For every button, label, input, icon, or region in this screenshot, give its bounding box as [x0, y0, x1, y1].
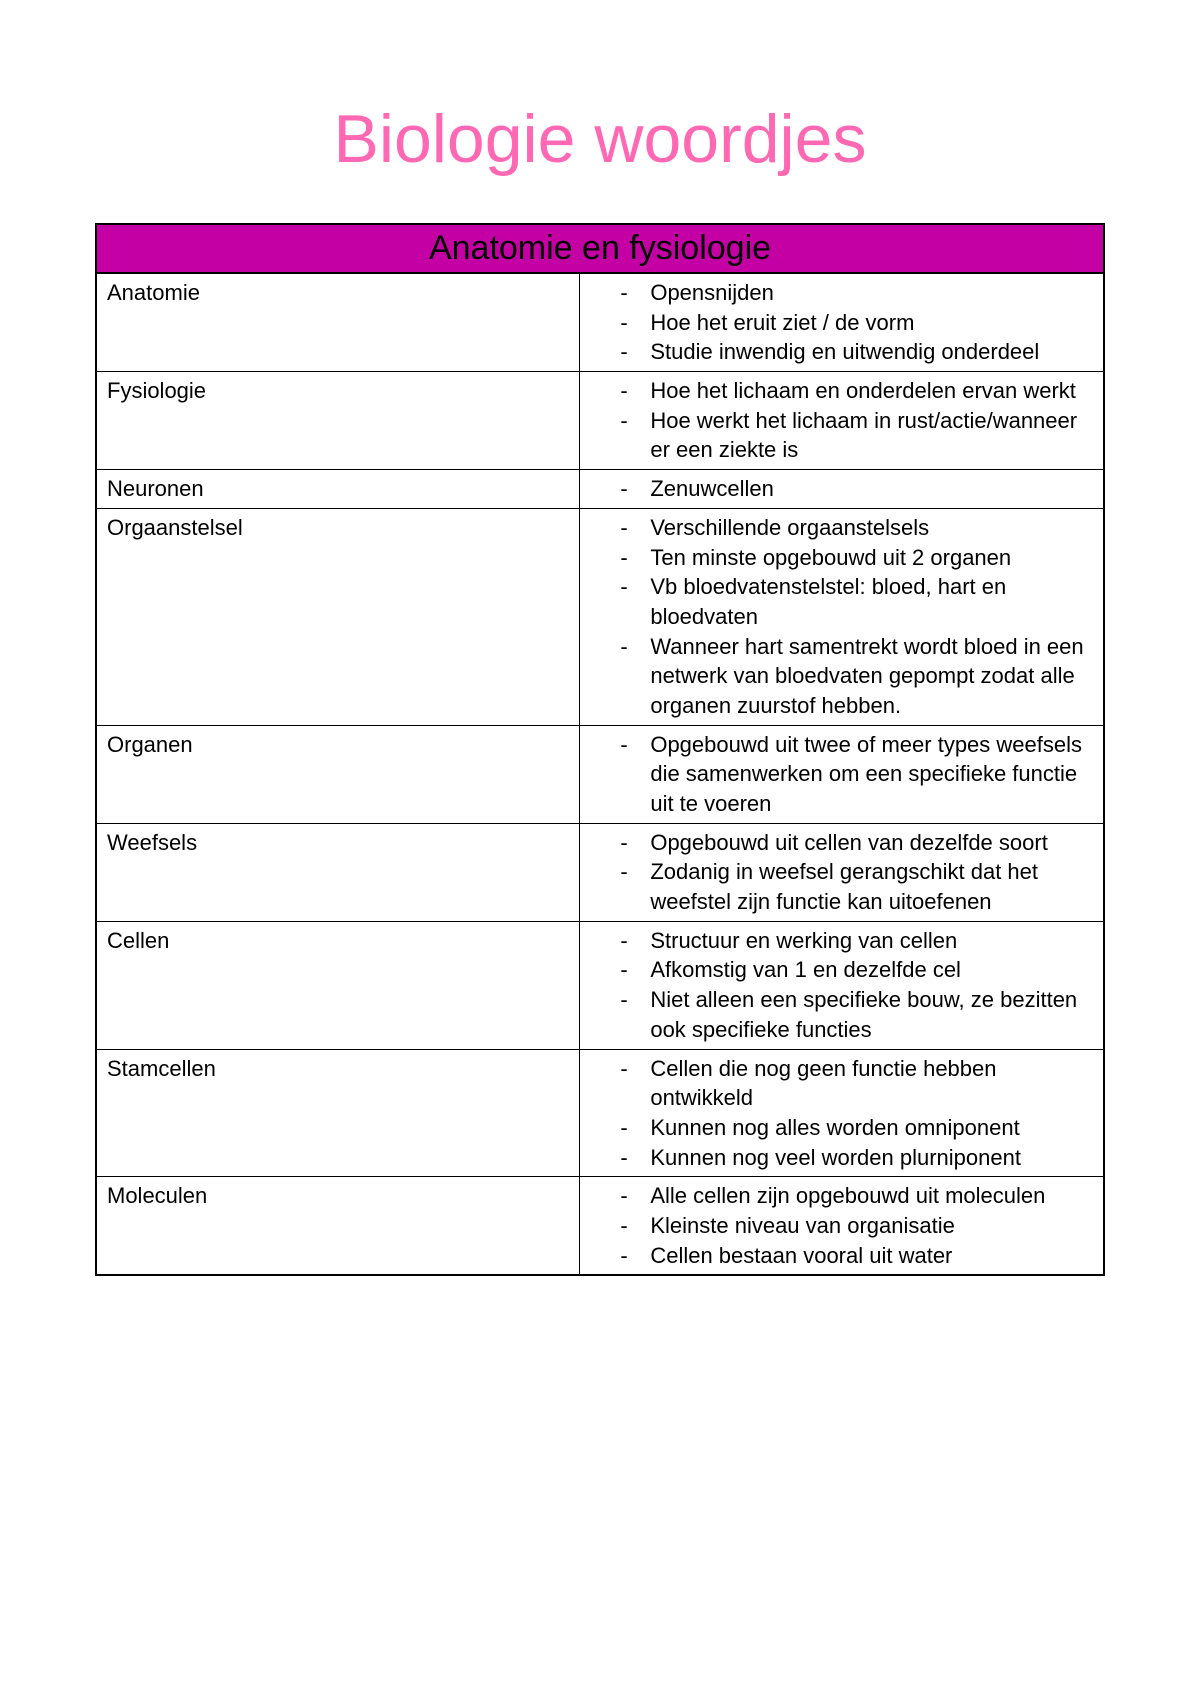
definition-item: Structuur en werking van cellen: [620, 926, 1093, 956]
definition-cell: Hoe het lichaam en onderdelen ervan werk…: [580, 372, 1104, 470]
definition-item: Kunnen nog veel worden plurniponent: [620, 1143, 1093, 1173]
definition-item: Verschillende orgaanstelsels: [620, 513, 1093, 543]
definition-list: OpensnijdenHoe het eruit ziet / de vormS…: [580, 278, 1093, 367]
definition-item: Wanneer hart samentrekt wordt bloed in e…: [620, 632, 1093, 721]
definition-cell: Opgebouwd uit cellen van dezelfde soortZ…: [580, 823, 1104, 921]
definition-list: Zenuwcellen: [580, 474, 1093, 504]
table-row: Organen Opgebouwd uit twee of meer types …: [96, 725, 1104, 823]
definition-item: Afkomstig van 1 en dezelfde cel: [620, 955, 1093, 985]
definition-cell: Structuur en werking van cellenAfkomstig…: [580, 921, 1104, 1049]
table-row: MoleculenAlle cellen zijn opgebouwd uit …: [96, 1177, 1104, 1276]
definition-item: Niet alleen een specifieke bouw, ze bezi…: [620, 985, 1093, 1044]
definition-item: Hoe het lichaam en onderdelen ervan werk…: [620, 376, 1093, 406]
definition-item: Cellen die nog geen functie hebben ontwi…: [620, 1054, 1093, 1113]
term-cell: Weefsels: [96, 823, 580, 921]
definition-cell: Zenuwcellen: [580, 470, 1104, 509]
term-cell: Organen: [96, 725, 580, 823]
definition-item: Kleinste niveau van organisatie: [620, 1211, 1093, 1241]
page-title: Biologie woordjes: [95, 100, 1105, 178]
table-body: AnatomieOpensnijdenHoe het eruit ziet / …: [96, 273, 1104, 1275]
table-row: Fysiologie Hoe het lichaam en onderdelen …: [96, 372, 1104, 470]
term-cell: Orgaanstelsel: [96, 508, 580, 725]
definition-item: Opgebouwd uit cellen van dezelfde soort: [620, 828, 1093, 858]
table-row: CellenStructuur en werking van cellenAfk…: [96, 921, 1104, 1049]
term-cell: Stamcellen: [96, 1049, 580, 1177]
table-row: AnatomieOpensnijdenHoe het eruit ziet / …: [96, 273, 1104, 372]
term-cell: Moleculen: [96, 1177, 580, 1276]
table-row: Neuronen Zenuwcellen: [96, 470, 1104, 509]
definition-list: Opgebouwd uit twee of meer types weefsel…: [580, 730, 1093, 819]
definition-cell: Verschillende orgaanstelselsTen minste o…: [580, 508, 1104, 725]
section-header: Anatomie en fysiologie: [96, 224, 1104, 273]
table-row: OrgaanstelselVerschillende orgaanstelsel…: [96, 508, 1104, 725]
definition-list: Hoe het lichaam en onderdelen ervan werk…: [580, 376, 1093, 465]
table-row: WeefselsOpgebouwd uit cellen van dezelfd…: [96, 823, 1104, 921]
definition-item: Ten minste opgebouwd uit 2 organen: [620, 543, 1093, 573]
definition-item: Studie inwendig en uitwendig onderdeel: [620, 337, 1093, 367]
term-cell: Cellen: [96, 921, 580, 1049]
definition-item: Alle cellen zijn opgebouwd uit moleculen: [620, 1181, 1093, 1211]
definition-cell: Alle cellen zijn opgebouwd uit moleculen…: [580, 1177, 1104, 1276]
definition-list: Verschillende orgaanstelselsTen minste o…: [580, 513, 1093, 721]
vocabulary-table: Anatomie en fysiologie AnatomieOpensnijd…: [95, 223, 1105, 1276]
definition-cell: OpensnijdenHoe het eruit ziet / de vormS…: [580, 273, 1104, 372]
table-row: Stamcellen Cellen die nog geen functie he…: [96, 1049, 1104, 1177]
definition-item: Vb bloedvatenstelstel: bloed, hart en bl…: [620, 572, 1093, 631]
definition-item: Hoe het eruit ziet / de vorm: [620, 308, 1093, 338]
definition-list: Opgebouwd uit cellen van dezelfde soortZ…: [580, 828, 1093, 917]
definition-item: Cellen bestaan vooral uit water: [620, 1241, 1093, 1271]
term-cell: Anatomie: [96, 273, 580, 372]
definition-list: Alle cellen zijn opgebouwd uit moleculen…: [580, 1181, 1093, 1270]
term-cell: Fysiologie: [96, 372, 580, 470]
definition-cell: Opgebouwd uit twee of meer types weefsel…: [580, 725, 1104, 823]
definition-list: Cellen die nog geen functie hebben ontwi…: [580, 1054, 1093, 1173]
definition-cell: Cellen die nog geen functie hebben ontwi…: [580, 1049, 1104, 1177]
definition-item: Kunnen nog alles worden omniponent: [620, 1113, 1093, 1143]
definition-item: Zodanig in weefsel gerangschikt dat het …: [620, 857, 1093, 916]
definition-item: Opgebouwd uit twee of meer types weefsel…: [620, 730, 1093, 819]
term-cell: Neuronen: [96, 470, 580, 509]
definition-item: Hoe werkt het lichaam in rust/actie/wann…: [620, 406, 1093, 465]
definition-item: Zenuwcellen: [620, 474, 1093, 504]
definition-list: Structuur en werking van cellenAfkomstig…: [580, 926, 1093, 1045]
definition-item: Opensnijden: [620, 278, 1093, 308]
